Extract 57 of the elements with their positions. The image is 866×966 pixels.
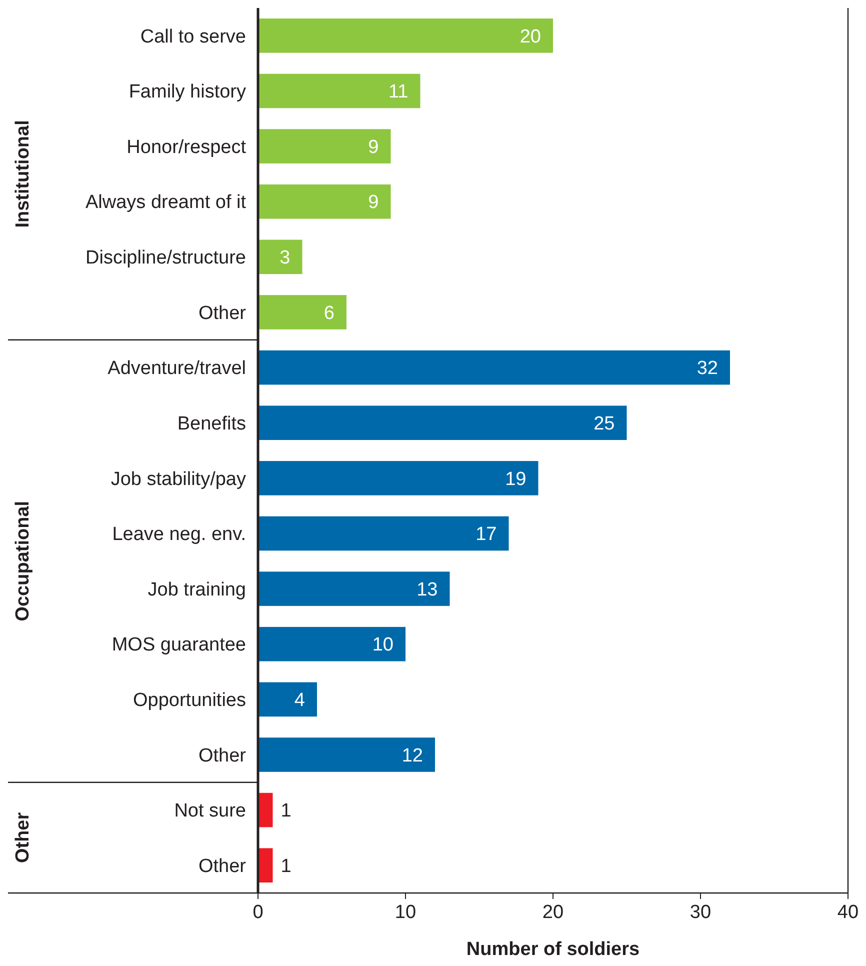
x-tick-label: 30 [690, 902, 712, 923]
y-tick-label: Opportunities [132, 690, 246, 712]
text: Other [12, 812, 34, 864]
x-tick-label: 0 [252, 902, 264, 923]
bar [258, 240, 302, 274]
bar [258, 184, 391, 219]
y-tick-label: Other [198, 745, 247, 766]
data-label: 9 [368, 136, 379, 158]
data-label: 13 [416, 579, 438, 600]
y-tick-label: Honor/respect [126, 136, 247, 158]
data-label: 19 [505, 468, 526, 490]
bar [258, 848, 273, 882]
data-label: 17 [476, 524, 497, 546]
data-label: 10 [372, 634, 394, 656]
x-tick-label: 20 [542, 902, 564, 923]
y-tick-label: Family history [128, 82, 246, 103]
bar [258, 792, 273, 828]
bar [258, 682, 317, 717]
data-label: 9 [368, 192, 379, 214]
x-tick-label: 40 [837, 902, 859, 923]
y-tick-label: Adventure/travel [108, 358, 246, 380]
y-tick-label: Leave neg. env. [112, 524, 246, 546]
data-label: 25 [594, 413, 615, 434]
x-tick-label: 10 [394, 902, 416, 923]
bar [258, 572, 450, 606]
bar [258, 406, 627, 440]
y-tick-label: Job stability/pay [110, 468, 246, 490]
bar [258, 516, 509, 551]
data-label: 11 [388, 82, 408, 103]
bar [258, 18, 553, 53]
data-label: 32 [696, 358, 718, 380]
y-tick-label: Always dreamt of it [86, 192, 247, 214]
bar [258, 738, 435, 772]
text: Institutional [12, 120, 34, 228]
data-label: 3 [280, 248, 290, 269]
bar [258, 295, 346, 330]
y-tick-label: MOS guarantee [112, 634, 246, 656]
y-tick-label: Discipline/structure [86, 248, 246, 269]
y-tick-label: Benefits [177, 413, 246, 434]
text: Occupational [12, 500, 34, 622]
bar [258, 74, 420, 108]
y-tick-label: Other [198, 856, 247, 877]
data-label: 20 [520, 26, 541, 48]
data-label: 4 [294, 690, 306, 712]
y-tick-label: Not sure [174, 800, 246, 822]
data-label: 1 [280, 800, 292, 822]
data-label: 12 [402, 745, 423, 766]
y-tick-label: Call to serve [140, 26, 246, 48]
data-label: 6 [324, 302, 334, 324]
y-tick-label: Other [198, 302, 247, 324]
y-tick-label: Job training [148, 579, 246, 600]
bar [258, 129, 391, 164]
bar [258, 626, 406, 662]
bar [258, 350, 730, 385]
data-label: 1 [280, 856, 292, 877]
x-axis-title: Number of soldiers [466, 939, 640, 960]
bar [258, 461, 538, 496]
